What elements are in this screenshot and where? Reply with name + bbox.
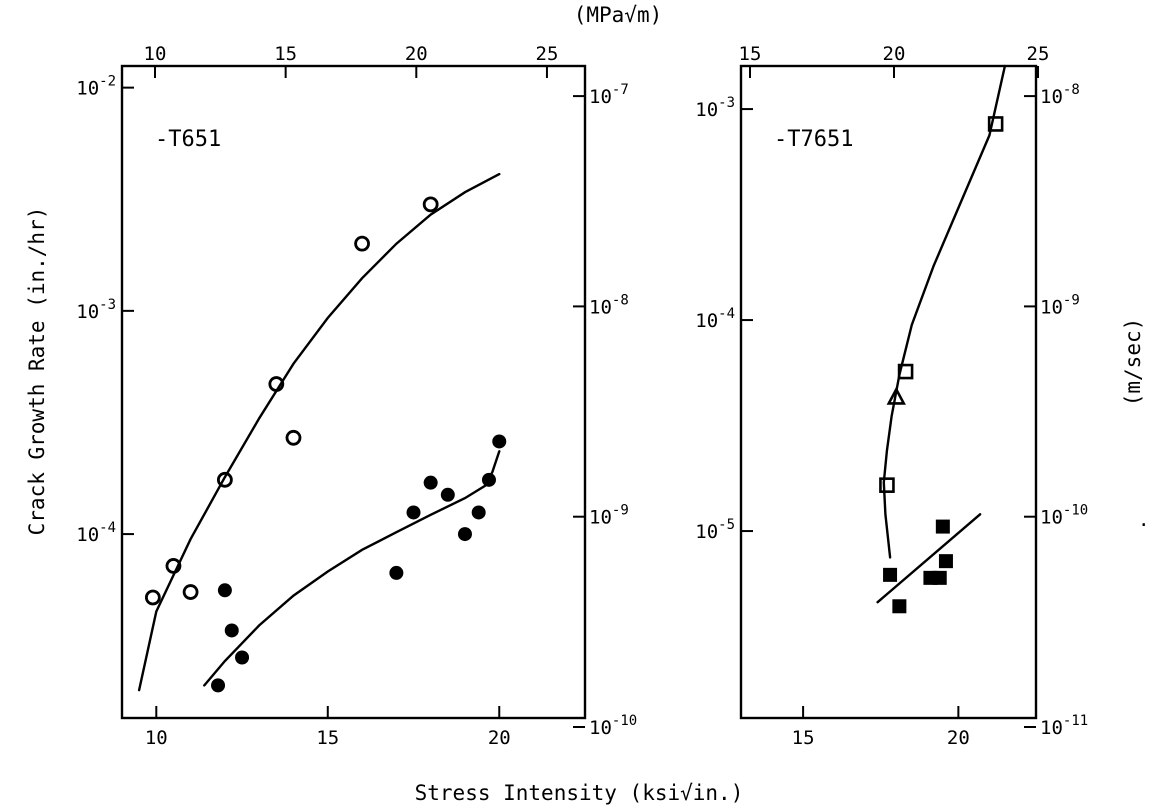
right-tick-label: 10-9 [589, 503, 629, 529]
filled-circle-point [389, 565, 404, 580]
right-tick-label: 10-8 [1040, 82, 1080, 108]
filled-circle-point [481, 472, 496, 487]
right-tick-label: 10-7 [589, 82, 629, 108]
open-circle-point [422, 196, 439, 213]
open-square-point [987, 116, 1004, 132]
x-tick-label: 15 [316, 727, 339, 749]
x-tick-label: 20 [947, 727, 970, 749]
panel-label: -T7651 [774, 127, 853, 152]
filled-circle-point [406, 505, 421, 520]
right-tick-label: 10-11 [1040, 713, 1088, 739]
y-tick-label: 10-5 [695, 517, 735, 543]
right-tick-label: 10-8 [589, 292, 629, 318]
open-square-point [897, 363, 914, 380]
x-tick-label: 10 [145, 727, 168, 749]
filled-circle-point [423, 475, 438, 490]
filled-circle-point [457, 527, 472, 542]
top-tick-label: 15 [274, 43, 297, 65]
right-tick-label: 10-9 [1040, 292, 1080, 318]
open-circle-point [285, 429, 302, 446]
filled-circle-point [235, 650, 250, 665]
filled-square-point [932, 570, 947, 585]
open-circle-point [216, 471, 233, 488]
plot-frame [739, 64, 1038, 720]
y-axis-title-left: Crack Growth Rate (in./hr) [25, 207, 49, 536]
filled-circle-point [492, 434, 507, 449]
y-tick-label: 10-2 [76, 74, 116, 100]
open-circle-point [165, 558, 182, 574]
fit-curve [882, 64, 1007, 559]
filled-circle-point [440, 487, 455, 502]
filled-square-point [938, 554, 953, 569]
open-circle-point [144, 589, 161, 606]
panel-t651: 10 15 20 10-4 10-3 10-2 10 15 20 25 10-10 10-9 10-8 1… [76, 43, 637, 749]
open-square-point [879, 477, 895, 493]
top-tick-label: 25 [1027, 43, 1050, 65]
panel-label: -T651 [155, 127, 221, 152]
x-axis-title: Stress Intensity (ksi√in.) [415, 781, 744, 805]
open-circle-point [268, 376, 285, 392]
filled-circle-point [471, 505, 486, 520]
top-tick-label: 20 [883, 43, 906, 65]
open-circle-point [354, 235, 370, 252]
top-tick-label: 10 [144, 43, 167, 65]
filled-circle-point [217, 583, 232, 598]
y-tick-label: 10-4 [76, 520, 116, 546]
filled-circle-point [211, 678, 226, 693]
right-tick-label: 10-10 [589, 713, 637, 739]
filled-square-point [892, 599, 907, 614]
fit-curve [876, 513, 982, 604]
fit-curve [203, 450, 501, 687]
y-tick-label: 10-4 [695, 306, 735, 332]
filled-square-point [883, 567, 898, 582]
filled-circle-point [224, 623, 239, 638]
filled-square-point [935, 519, 950, 534]
open-triangle-point [886, 386, 906, 405]
y-axis-title-right: (m/sec) [1121, 318, 1145, 407]
top-tick-label: 15 [739, 43, 762, 65]
stray-mark: . [1138, 509, 1149, 531]
y-tick-label: 10-3 [695, 95, 735, 121]
fit-curve [137, 172, 501, 692]
right-tick-label: 10-10 [1040, 503, 1088, 529]
top-tick-label: 25 [536, 43, 559, 65]
y-tick-label: 10-3 [76, 297, 116, 323]
panel-t7651: 15 20 10-5 10-4 10-3 15 20 25 10-11 10-10 10-9 10-8… [695, 43, 1088, 749]
plot-frame [120, 64, 587, 720]
top-unit-label: (MPa√m) [574, 3, 663, 27]
open-circle-point [182, 584, 199, 600]
x-tick-label: 20 [488, 727, 511, 749]
top-tick-label: 20 [405, 43, 428, 65]
x-tick-label: 15 [792, 727, 815, 749]
